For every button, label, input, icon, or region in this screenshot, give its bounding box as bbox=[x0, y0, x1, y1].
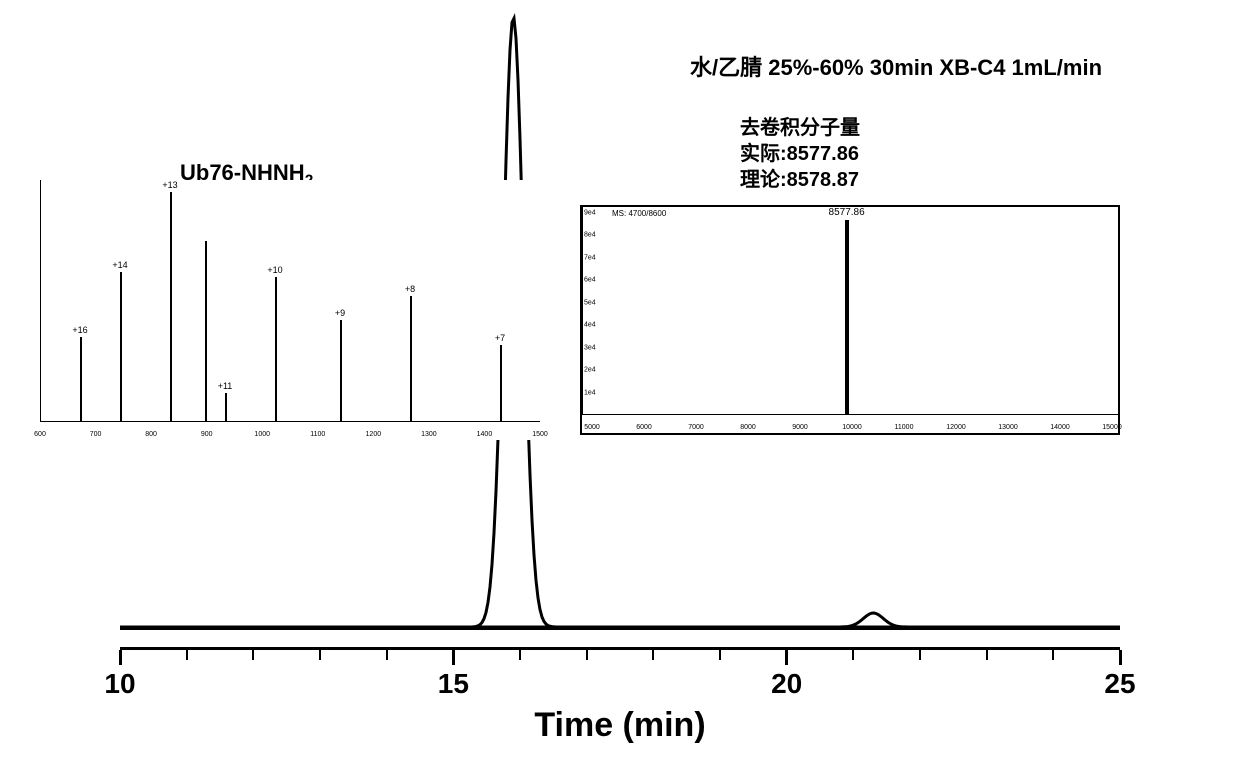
ms-peak bbox=[205, 241, 207, 423]
inset-left-xtick: 1100 bbox=[310, 431, 325, 438]
x-minor-tick bbox=[386, 650, 388, 660]
inset-right-xtick: 14000 bbox=[1050, 424, 1069, 431]
inset-right-ytick: 8e4 bbox=[584, 232, 596, 239]
inset-right-header: MS: 4700/8600 bbox=[612, 209, 666, 218]
inset-right-xaxis bbox=[582, 414, 1118, 415]
ms-peak bbox=[120, 272, 122, 422]
inset-left-xtick: 800 bbox=[145, 431, 157, 438]
inset-left-yaxis bbox=[40, 180, 41, 422]
x-tick-label: 15 bbox=[438, 668, 469, 700]
ms-peak-label: +11 bbox=[218, 381, 233, 391]
x-tick-label: 25 bbox=[1104, 668, 1135, 700]
inset-right-ytick: 2e4 bbox=[584, 367, 596, 374]
ms-peak bbox=[410, 296, 412, 422]
inset-right-yaxis bbox=[582, 207, 583, 415]
inset-left-xtick: 600 bbox=[34, 431, 46, 438]
minor-bump bbox=[120, 587, 1120, 647]
inset-left-xaxis bbox=[40, 421, 540, 422]
x-tick-label: 20 bbox=[771, 668, 802, 700]
ms-peak-label: +8 bbox=[405, 284, 415, 294]
decon-peak bbox=[845, 220, 849, 415]
inset-right-xtick: 11000 bbox=[895, 424, 914, 431]
inset-left-xtick: 900 bbox=[201, 431, 213, 438]
ms-peak-label: +10 bbox=[267, 265, 282, 275]
mass-theory-label: 理论: bbox=[740, 169, 787, 191]
x-tick-label: 10 bbox=[104, 668, 135, 700]
inset-left-xtick: 1500 bbox=[532, 431, 548, 438]
decon-peak-label: 8577.86 bbox=[829, 207, 865, 218]
x-minor-tick bbox=[919, 650, 921, 660]
ms-peak bbox=[275, 277, 277, 422]
inset-right-xtick: 5000 bbox=[584, 424, 600, 431]
inset-right-ytick: 4e4 bbox=[584, 322, 596, 329]
ms-peak bbox=[80, 337, 82, 422]
mass-theory-value: 8578.87 bbox=[787, 169, 859, 191]
mass-actual-label: 实际: bbox=[740, 143, 787, 165]
plot-area: 10152025 Time (min) 水/乙腈 25%-60% 30min X… bbox=[120, 10, 1120, 650]
mass-actual-value: 8577.86 bbox=[787, 143, 859, 165]
inset-right-ytick: 1e4 bbox=[584, 389, 596, 396]
inset-right-ytick: 7e4 bbox=[584, 254, 596, 261]
mass-info: 去卷积分子量 实际:8577.86 理论:8578.87 bbox=[740, 115, 860, 193]
inset-left-xtick: 1000 bbox=[254, 431, 270, 438]
x-tick bbox=[119, 650, 122, 665]
method-label: 水/乙腈 25%-60% 30min XB-C4 1mL/min bbox=[690, 50, 1102, 82]
x-minor-tick bbox=[186, 650, 188, 660]
ms-peak bbox=[225, 393, 227, 422]
inset-right-xtick: 15000 bbox=[1102, 424, 1121, 431]
x-minor-tick bbox=[652, 650, 654, 660]
x-minor-tick bbox=[986, 650, 988, 660]
ms-peak bbox=[340, 320, 342, 422]
mass-info-title: 去卷积分子量 bbox=[740, 115, 860, 141]
inset-right-ytick: 3e4 bbox=[584, 344, 596, 351]
main-chart: 10152025 Time (min) 水/乙腈 25%-60% 30min X… bbox=[120, 10, 1220, 700]
ms-peak-label: +16 bbox=[72, 325, 87, 335]
inset-right-xtick: 10000 bbox=[842, 424, 861, 431]
inset-ms-spectrum: +16+14+13+11+10+9+8+7 600700800900100011… bbox=[40, 180, 540, 440]
x-minor-tick bbox=[319, 650, 321, 660]
x-minor-tick bbox=[252, 650, 254, 660]
x-minor-tick bbox=[1052, 650, 1054, 660]
x-axis-title: Time (min) bbox=[534, 706, 705, 745]
x-minor-tick bbox=[519, 650, 521, 660]
x-tick bbox=[1119, 650, 1122, 665]
inset-right-xtick: 13000 bbox=[998, 424, 1017, 431]
inset-right-xtick: 6000 bbox=[636, 424, 652, 431]
inset-right-xtick: 9000 bbox=[792, 424, 808, 431]
ms-peak-label: +14 bbox=[112, 260, 127, 270]
ms-peak-label: +13 bbox=[162, 180, 177, 190]
ms-peak bbox=[170, 192, 172, 422]
x-tick bbox=[785, 650, 788, 665]
x-axis bbox=[120, 647, 1120, 650]
inset-left-xtick: 700 bbox=[90, 431, 102, 438]
inset-left-xtick: 1200 bbox=[366, 431, 382, 438]
inset-right-xtick: 12000 bbox=[946, 424, 965, 431]
inset-right-xtick: 7000 bbox=[688, 424, 704, 431]
inset-deconvoluted: MS: 4700/8600 8577.86 5000 6000 7000 8000 90… bbox=[580, 205, 1120, 435]
inset-right-ytick: 5e4 bbox=[584, 299, 596, 306]
inset-left-xtick: 1400 bbox=[477, 431, 493, 438]
ms-peak bbox=[500, 345, 502, 422]
inset-left-xtick: 1300 bbox=[421, 431, 437, 438]
mass-actual: 实际:8577.86 bbox=[740, 141, 860, 167]
ms-peak-label: +9 bbox=[335, 308, 345, 318]
x-minor-tick bbox=[852, 650, 854, 660]
inset-right-xtick: 8000 bbox=[740, 424, 756, 431]
x-minor-tick bbox=[719, 650, 721, 660]
mass-theory: 理论:8578.87 bbox=[740, 167, 860, 193]
ms-peak-label: +7 bbox=[495, 333, 505, 343]
x-tick bbox=[452, 650, 455, 665]
x-minor-tick bbox=[586, 650, 588, 660]
inset-right-ytick: 6e4 bbox=[584, 277, 596, 284]
inset-right-ytick: 9e4 bbox=[584, 210, 596, 217]
